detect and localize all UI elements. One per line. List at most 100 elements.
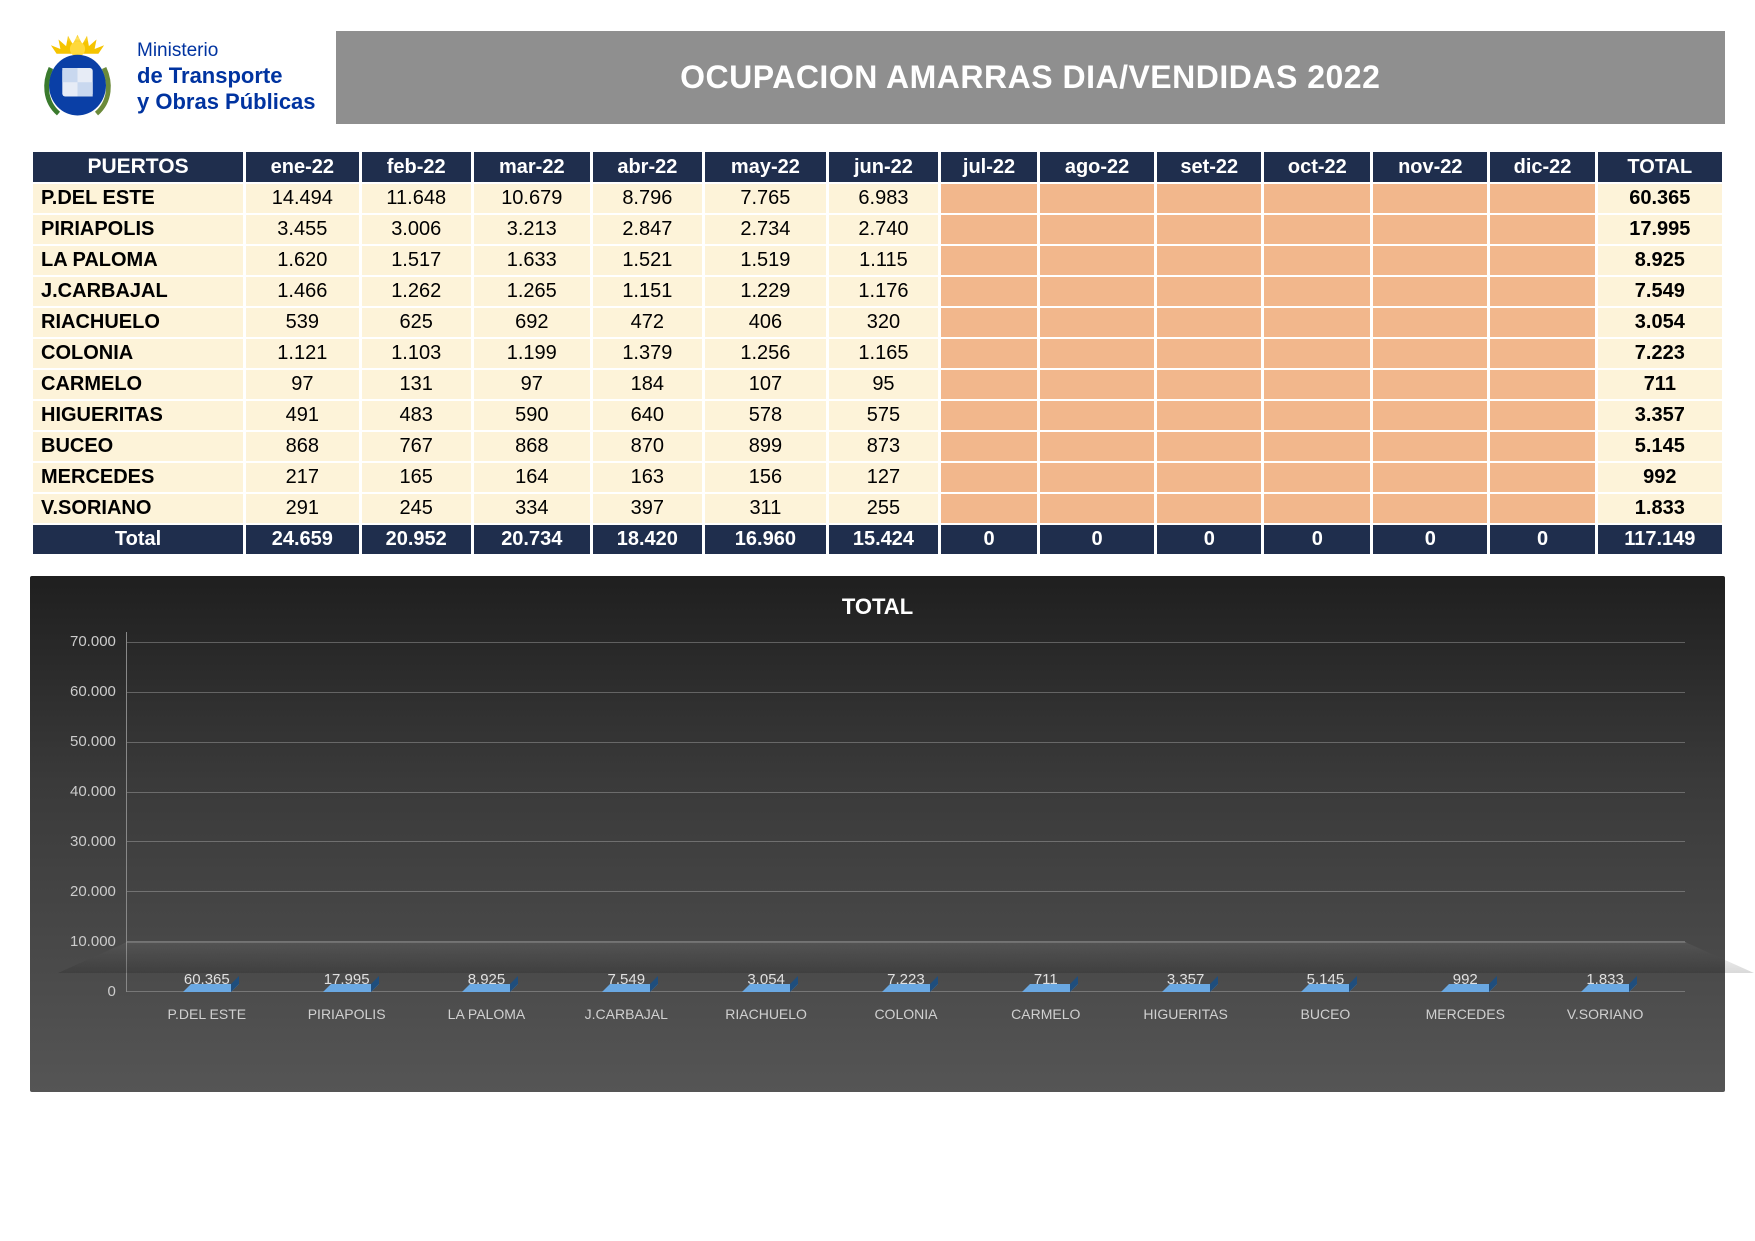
x-axis-label: J.CARBAJAL [557,1006,695,1022]
value-cell: 1.262 [362,277,471,306]
x-axis-label: LA PALOMA [417,1006,555,1022]
footer-value-cell: 0 [1040,525,1154,554]
month-header: may-22 [705,152,826,182]
value-cell: 625 [362,308,471,337]
bar-group: 992 [1396,971,1534,992]
value-cell: 472 [593,308,702,337]
value-cell: 245 [362,494,471,523]
value-cell: 1.519 [705,246,826,275]
empty-cell [1264,339,1370,368]
value-cell: 539 [246,308,359,337]
row-total-cell: 992 [1598,463,1722,492]
value-cell: 1.379 [593,339,702,368]
port-name-cell: BUCEO [33,432,243,461]
empty-cell [1040,215,1154,244]
port-name-cell: CARMELO [33,370,243,399]
empty-cell [1040,401,1154,430]
value-cell: 11.648 [362,184,471,213]
logo-block: Ministerio de Transporte y Obras Pública… [30,30,316,125]
empty-cell [1373,277,1487,306]
value-cell: 590 [474,401,590,430]
empty-cell [1490,277,1594,306]
x-axis-label: RIACHUELO [697,1006,835,1022]
empty-cell [1490,432,1594,461]
table-row: P.DEL ESTE14.49411.64810.6798.7967.7656.… [33,184,1722,213]
empty-cell [1490,308,1594,337]
value-cell: 127 [829,463,938,492]
footer-total-label: Total [33,525,243,554]
value-cell: 1.265 [474,277,590,306]
month-header: nov-22 [1373,152,1487,182]
footer-value-cell: 0 [1373,525,1487,554]
x-axis-label: V.SORIANO [1536,1006,1674,1022]
empty-cell [1157,432,1261,461]
data-table: PUERTOSene-22feb-22mar-22abr-22may-22jun… [30,150,1725,556]
value-cell: 1.521 [593,246,702,275]
empty-cell [1373,246,1487,275]
empty-cell [1490,494,1594,523]
value-cell: 1.115 [829,246,938,275]
footer-value-cell: 20.734 [474,525,590,554]
value-cell: 320 [829,308,938,337]
empty-cell [1157,184,1261,213]
bar-group: 17.995 [277,971,415,992]
value-cell: 3.006 [362,215,471,244]
value-cell: 1.199 [474,339,590,368]
empty-cell [941,277,1037,306]
value-cell: 6.983 [829,184,938,213]
port-name-cell: PIRIAPOLIS [33,215,243,244]
empty-cell [1040,184,1154,213]
value-cell: 1.517 [362,246,471,275]
footer-value-cell: 15.424 [829,525,938,554]
month-header: jun-22 [829,152,938,182]
empty-cell [1264,432,1370,461]
empty-cell [1157,463,1261,492]
table-row: LA PALOMA1.6201.5171.6331.5211.5191.1158… [33,246,1722,275]
value-cell: 7.765 [705,184,826,213]
value-cell: 163 [593,463,702,492]
x-axis-label: PIRIAPOLIS [277,1006,415,1022]
month-header: ene-22 [246,152,359,182]
footer-value-cell: 0 [1490,525,1594,554]
value-cell: 156 [705,463,826,492]
empty-cell [1040,339,1154,368]
y-axis: 70.00060.00050.00040.00030.00020.00010.0… [70,642,126,992]
empty-cell [1157,215,1261,244]
empty-cell [1157,370,1261,399]
empty-cell [1157,339,1261,368]
month-header: mar-22 [474,152,590,182]
bar-group: 7.549 [557,971,695,992]
empty-cell [1157,308,1261,337]
month-header: oct-22 [1264,152,1370,182]
empty-cell [1490,339,1594,368]
value-cell: 2.740 [829,215,938,244]
empty-cell [1373,494,1487,523]
footer-grand-total: 117.149 [1598,525,1722,554]
footer-value-cell: 0 [1157,525,1261,554]
x-axis-label: MERCEDES [1396,1006,1534,1022]
month-header: abr-22 [593,152,702,182]
row-total-cell: 7.223 [1598,339,1722,368]
page-title: OCUPACION AMARRAS DIA/VENDIDAS 2022 [336,31,1725,124]
value-cell: 164 [474,463,590,492]
value-cell: 899 [705,432,826,461]
value-cell: 334 [474,494,590,523]
value-cell: 10.679 [474,184,590,213]
empty-cell [1157,494,1261,523]
empty-cell [941,308,1037,337]
value-cell: 767 [362,432,471,461]
header-row: Ministerio de Transporte y Obras Pública… [30,30,1725,125]
value-cell: 397 [593,494,702,523]
chart-title: TOTAL [70,594,1685,620]
value-cell: 255 [829,494,938,523]
value-cell: 1.633 [474,246,590,275]
total-chart: TOTAL 70.00060.00050.00040.00030.00020.0… [30,576,1725,1092]
empty-cell [1264,215,1370,244]
empty-cell [1264,401,1370,430]
footer-value-cell: 16.960 [705,525,826,554]
value-cell: 1.229 [705,277,826,306]
row-total-cell: 1.833 [1598,494,1722,523]
value-cell: 8.796 [593,184,702,213]
empty-cell [1264,246,1370,275]
empty-cell [1040,277,1154,306]
